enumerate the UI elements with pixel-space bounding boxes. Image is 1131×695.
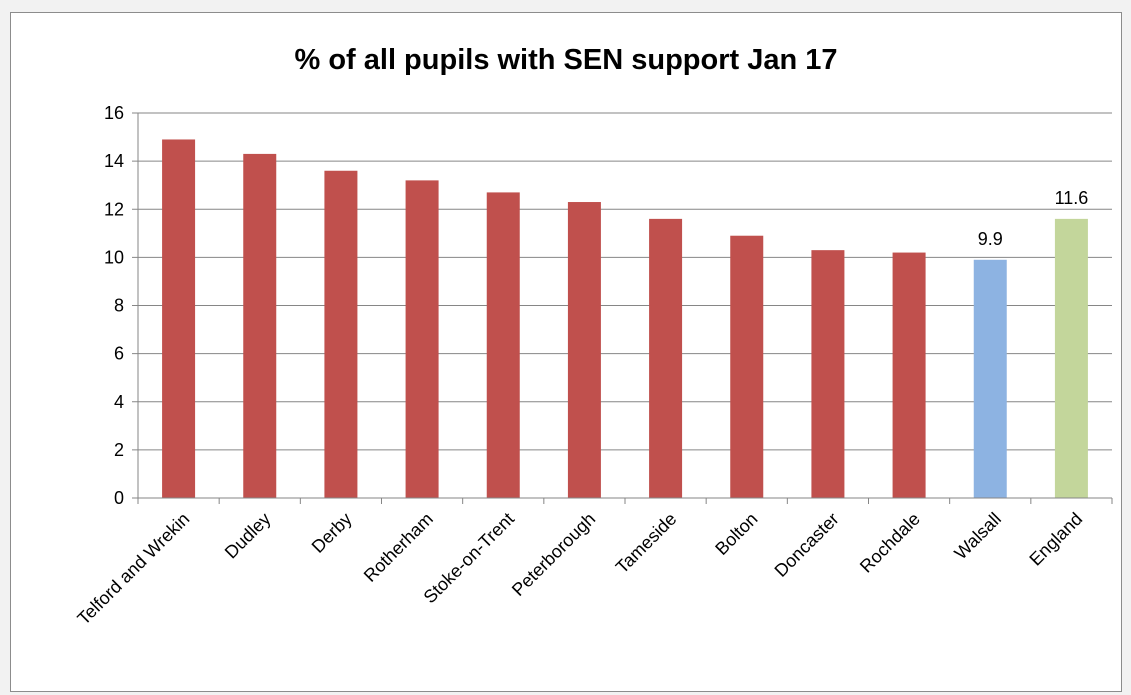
data-label: 9.9 <box>978 229 1003 249</box>
x-tick-label: Rotherham <box>360 509 437 586</box>
x-tick-label: Doncaster <box>771 509 843 581</box>
x-tick-label: Peterborough <box>508 509 599 600</box>
bar <box>892 252 926 498</box>
data-labels: 9.9 11.6 <box>978 188 1089 249</box>
bar <box>1054 218 1088 498</box>
gridlines <box>138 112 1112 451</box>
y-tick-label: 8 <box>114 296 124 316</box>
x-tick-label: Bolton <box>711 509 761 559</box>
x-tick-label: Dudley <box>221 509 275 563</box>
y-tick-label: 0 <box>114 488 124 508</box>
x-tick-label: Telford and Wrekin <box>73 509 193 629</box>
bar <box>730 235 764 498</box>
x-tick-label: Tameside <box>612 509 681 578</box>
bar <box>324 170 358 498</box>
bar <box>486 192 520 498</box>
chart-title: % of all pupils with SEN support Jan 17 <box>294 44 837 76</box>
data-label: 11.6 <box>1055 188 1089 208</box>
y-tick-label: 12 <box>104 199 124 219</box>
y-tick-label: 4 <box>114 392 124 412</box>
bar <box>973 259 1007 498</box>
bar <box>162 139 196 498</box>
x-tick-label: Rochdale <box>856 509 924 577</box>
chart-frame <box>10 12 1122 692</box>
bars <box>162 139 1088 498</box>
x-tick-label: England <box>1025 509 1086 570</box>
bar <box>811 250 845 498</box>
y-tick-label: 16 <box>104 103 124 123</box>
bar <box>405 180 439 498</box>
y-tick-label: 2 <box>114 440 124 460</box>
x-tick-label: Derby <box>308 509 356 557</box>
bar <box>243 153 277 498</box>
y-tick-label: 6 <box>114 344 124 364</box>
y-tick-labels: 0 2 4 6 8 10 12 14 16 <box>104 103 124 508</box>
y-tick-label: 10 <box>104 247 124 267</box>
bar <box>649 218 683 498</box>
y-tick-label: 14 <box>104 151 124 171</box>
x-tick-label: Walsall <box>950 509 1005 564</box>
bar <box>567 202 601 498</box>
x-tick-labels: Telford and Wrekin Dudley Derby RotherhamSt… <box>73 509 1086 629</box>
axes <box>132 112 1113 504</box>
